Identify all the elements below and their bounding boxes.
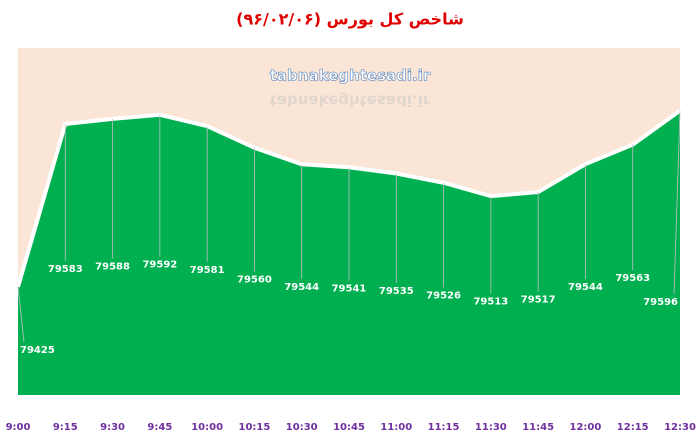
x-tick-label: 10:45 — [333, 422, 365, 433]
data-label: 79425 — [20, 345, 55, 356]
watermark: tabnakeghtesadi.ir — [270, 67, 431, 85]
x-tick-label: 12:30 — [664, 422, 696, 433]
data-label: 79592 — [142, 260, 177, 271]
data-label: 79541 — [332, 283, 367, 294]
data-label: 79588 — [95, 262, 130, 273]
x-tick-label: 12:00 — [570, 422, 602, 433]
data-label: 79544 — [284, 282, 319, 293]
x-tick-label: 9:30 — [100, 422, 125, 433]
data-label: 79583 — [48, 264, 83, 275]
x-tick-label: 12:15 — [617, 422, 649, 433]
data-label: 79581 — [190, 265, 225, 276]
data-label: 79526 — [426, 290, 461, 301]
x-tick-label: 11:15 — [428, 422, 460, 433]
watermark-reflection: tabnakeghtesadi.ir — [270, 92, 431, 110]
x-tick-label: 9:45 — [147, 422, 172, 433]
leader-line — [17, 286, 25, 343]
chart-title: شاخص کل بورس (۹۶/۰۲/۰۶) — [236, 10, 464, 29]
data-label: 79596 — [643, 297, 678, 308]
x-tick-label: 11:30 — [475, 422, 507, 433]
x-tick-label: 9:00 — [6, 422, 31, 433]
data-label: 79517 — [521, 295, 556, 306]
x-tick-label: 10:00 — [191, 422, 223, 433]
data-label: 79513 — [473, 296, 508, 307]
data-label: 79535 — [379, 286, 414, 297]
data-label: 79560 — [237, 275, 272, 286]
x-tick-label: 11:00 — [380, 422, 412, 433]
x-tick-label: 10:15 — [239, 422, 271, 433]
line — [16, 109, 682, 288]
data-label: 79544 — [568, 282, 603, 293]
x-tick-label: 9:15 — [53, 422, 78, 433]
x-tick-label: 11:45 — [522, 422, 554, 433]
leader-line — [673, 110, 681, 295]
x-tick-label: 10:30 — [286, 422, 318, 433]
data-label: 79563 — [615, 273, 650, 284]
